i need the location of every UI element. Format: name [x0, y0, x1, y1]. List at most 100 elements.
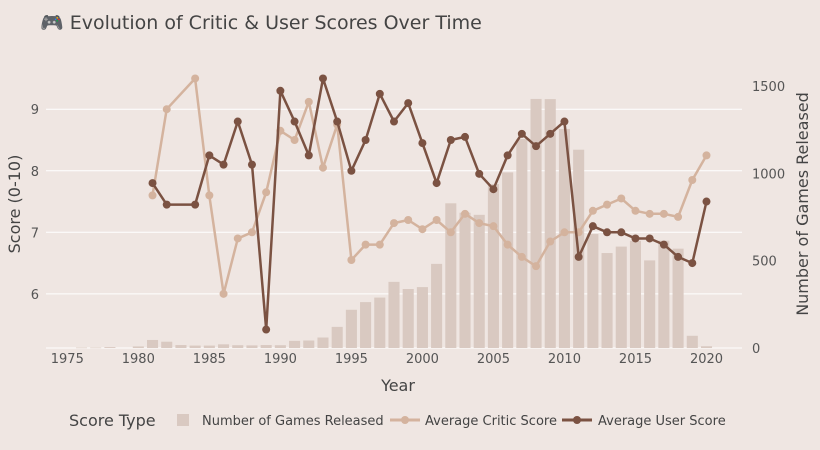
point-critic-1981 — [148, 191, 157, 200]
bar-games-2002 — [445, 203, 457, 348]
point-user-2004 — [475, 169, 484, 178]
point-critic-2006 — [503, 240, 512, 249]
bar-games-2019 — [686, 335, 698, 348]
bar-games-2010 — [558, 128, 570, 348]
legend-marker-critic — [401, 416, 409, 424]
y-axis-ticks: 6 7 8 9 — [31, 103, 39, 303]
point-user-2020 — [702, 197, 711, 206]
point-critic-1984 — [191, 74, 200, 83]
bar-games-2016 — [644, 260, 656, 348]
x-tick-label: 1990 — [264, 352, 297, 367]
point-critic-2005 — [489, 222, 498, 231]
point-critic-1982 — [162, 105, 171, 114]
bar-games-1994 — [331, 326, 343, 348]
point-critic-1993 — [318, 163, 327, 172]
bar-games-2020 — [700, 346, 713, 348]
point-critic-2017 — [659, 209, 668, 218]
bar-games-2004 — [473, 214, 485, 348]
bar-games-1988 — [246, 345, 258, 348]
point-user-2016 — [645, 234, 654, 243]
bar-games-1996 — [360, 302, 372, 348]
bar-games-2014 — [615, 246, 627, 348]
bar-games-2000 — [416, 287, 428, 348]
bar-games-2005 — [487, 184, 499, 348]
bar-games-1987 — [232, 345, 244, 348]
x-tick-label: 1980 — [122, 352, 155, 367]
bar-games-1999 — [402, 289, 414, 348]
point-user-2003 — [461, 132, 470, 141]
bar-games-1982 — [161, 341, 173, 348]
point-user-1989 — [262, 325, 271, 334]
point-critic-1997 — [375, 240, 384, 249]
point-critic-2008 — [532, 262, 541, 271]
point-user-2006 — [503, 151, 512, 160]
bar-games-1998 — [388, 281, 400, 348]
point-critic-1985 — [205, 191, 214, 200]
point-user-1993 — [318, 74, 327, 83]
point-user-1992 — [304, 151, 313, 160]
point-user-1982 — [162, 200, 171, 209]
x-tick-label: 1975 — [51, 352, 84, 367]
legend-label-games: Number of Games Released — [202, 414, 384, 429]
bar-games-1993 — [317, 337, 329, 348]
x-tick-label: 1985 — [193, 352, 226, 367]
x-tick-label: 2005 — [477, 352, 510, 367]
point-user-1997 — [375, 89, 384, 98]
point-critic-1998 — [390, 219, 398, 228]
point-critic-2020 — [702, 151, 711, 160]
y2-tick-label: 500 — [752, 255, 777, 270]
bar-games-2018 — [672, 248, 684, 348]
point-critic-2012 — [588, 206, 597, 215]
bar-games-2001 — [431, 263, 443, 348]
legend-label-user: Average User Score — [598, 414, 726, 429]
point-critic-1995 — [347, 256, 356, 264]
bar-games-1977 — [90, 347, 102, 349]
x-tick-label: 2020 — [690, 352, 723, 367]
x-tick-label: 1995 — [335, 352, 368, 367]
bar-games-1980 — [132, 346, 144, 348]
y-tick-label: 9 — [31, 103, 39, 118]
y-tick-label: 6 — [31, 288, 39, 303]
legend-swatch-games — [177, 414, 189, 426]
legend-title: Score Type — [69, 411, 156, 430]
y2-axis-ticks: 0 500 1000 1500 — [752, 80, 785, 357]
point-user-1996 — [361, 136, 370, 144]
point-user-1995 — [347, 166, 356, 175]
y-axis-title: Score (0-10) — [5, 155, 24, 254]
point-user-2001 — [432, 179, 441, 188]
x-tick-label: 2010 — [548, 352, 581, 367]
point-critic-1992 — [304, 97, 313, 106]
legend: Score Type Number of Games Released Aver… — [69, 411, 726, 430]
bar-games-2017 — [658, 240, 670, 348]
y2-tick-label: 1500 — [752, 80, 785, 95]
point-critic-1986 — [219, 289, 228, 298]
bar-games-1978 — [104, 347, 116, 348]
point-critic-1989 — [262, 188, 271, 197]
point-critic-2004 — [475, 219, 484, 228]
point-user-2002 — [446, 136, 455, 144]
bar-games-1995 — [345, 309, 357, 348]
point-user-2019 — [688, 259, 697, 268]
point-user-2008 — [532, 142, 541, 151]
point-critic-2010 — [560, 228, 569, 237]
point-user-1986 — [219, 160, 228, 169]
bar-games-2007 — [516, 139, 528, 348]
point-user-2010 — [560, 117, 569, 126]
point-user-1999 — [404, 99, 413, 108]
bar-games-1989 — [260, 345, 272, 348]
lines-layer — [148, 74, 711, 334]
bar-games-1992 — [303, 340, 315, 348]
point-critic-2013 — [603, 200, 612, 209]
y2-axis-title: Number of Games Released — [793, 92, 812, 316]
bar-games-2003 — [459, 212, 471, 348]
bar-games-1976 — [75, 347, 88, 349]
point-critic-1996 — [361, 240, 370, 249]
point-user-1987 — [233, 117, 242, 126]
bar-games-1997 — [374, 297, 386, 348]
point-user-1991 — [290, 117, 299, 126]
point-critic-2009 — [546, 237, 555, 246]
point-critic-2007 — [517, 252, 526, 261]
y-tick-label: 7 — [31, 226, 39, 241]
bar-games-2015 — [629, 240, 642, 348]
